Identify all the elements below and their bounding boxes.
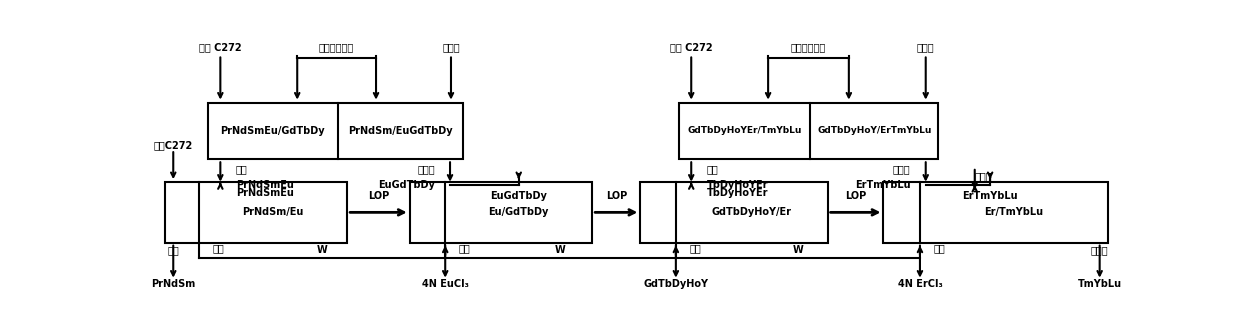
Text: W: W <box>317 245 327 255</box>
Text: 水相: 水相 <box>934 243 945 253</box>
Text: PrNdSm/EuGdTbDy: PrNdSm/EuGdTbDy <box>347 126 453 136</box>
Text: LOP: LOP <box>368 191 389 201</box>
Text: 皂化 C272: 皂化 C272 <box>200 42 242 52</box>
Text: ErTmYbLu: ErTmYbLu <box>854 180 910 190</box>
Text: 4N EuCl₃: 4N EuCl₃ <box>422 279 469 289</box>
Text: TbDyHoYEr: TbDyHoYEr <box>707 180 768 190</box>
Text: 水相: 水相 <box>213 243 224 253</box>
FancyBboxPatch shape <box>165 182 347 243</box>
Text: Er/TmYbLu: Er/TmYbLu <box>985 207 1044 217</box>
Text: W: W <box>556 245 565 255</box>
Text: 水相: 水相 <box>167 245 179 255</box>
Text: 皂化C272: 皂化C272 <box>154 140 193 151</box>
Text: GdTbDyHoY/ErTmYbLu: GdTbDyHoY/ErTmYbLu <box>817 126 931 135</box>
FancyBboxPatch shape <box>409 182 593 243</box>
Text: GdTbDyHoYEr/TmYbLu: GdTbDyHoYEr/TmYbLu <box>687 126 802 135</box>
Text: PrNdSmEu: PrNdSmEu <box>236 180 294 190</box>
Text: EuGdTbDy: EuGdTbDy <box>378 180 435 190</box>
Text: 洗涤酸: 洗涤酸 <box>443 42 460 52</box>
FancyBboxPatch shape <box>208 102 463 159</box>
Text: 有机相: 有机相 <box>417 164 435 174</box>
Text: 4N ErCl₃: 4N ErCl₃ <box>898 279 942 289</box>
Text: ErTmYbLu: ErTmYbLu <box>962 191 1018 201</box>
Text: TmYbLu: TmYbLu <box>1078 279 1122 289</box>
FancyBboxPatch shape <box>883 182 1109 243</box>
Text: PrNdSm/Eu: PrNdSm/Eu <box>243 207 304 217</box>
Text: W: W <box>792 245 804 255</box>
Text: GdTbDyHoY/Er: GdTbDyHoY/Er <box>712 207 792 217</box>
Text: LOP: LOP <box>605 191 627 201</box>
Text: PrNdSmEu/GdTbDy: PrNdSmEu/GdTbDy <box>221 126 325 136</box>
Text: 氮化钓富集物: 氮化钓富集物 <box>791 42 826 52</box>
Text: 水相: 水相 <box>459 243 470 253</box>
Text: 有机相: 有机相 <box>1091 245 1109 255</box>
Text: PrNdSmEu: PrNdSmEu <box>236 188 294 198</box>
Text: 水相: 水相 <box>689 243 701 253</box>
Text: 水相: 水相 <box>236 164 248 174</box>
FancyBboxPatch shape <box>678 102 939 159</box>
Text: TbDyHoYEr: TbDyHoYEr <box>707 188 768 198</box>
Text: PrNdSm: PrNdSm <box>151 279 196 289</box>
Text: 洗涤酸: 洗涤酸 <box>975 171 992 181</box>
Text: 水相: 水相 <box>707 164 718 174</box>
Text: EuGdTbDy: EuGdTbDy <box>490 191 547 201</box>
Text: 氮化锃富集物: 氮化锃富集物 <box>319 42 355 52</box>
FancyBboxPatch shape <box>640 182 828 243</box>
Text: GdTbDyHoY: GdTbDyHoY <box>644 279 708 289</box>
Text: 有机相: 有机相 <box>893 164 910 174</box>
Text: 洗涤酸: 洗涤酸 <box>916 42 935 52</box>
Text: Eu/GdTbDy: Eu/GdTbDy <box>489 207 549 217</box>
Text: LOP: LOP <box>844 191 867 201</box>
Text: 皂化 C272: 皂化 C272 <box>670 42 713 52</box>
